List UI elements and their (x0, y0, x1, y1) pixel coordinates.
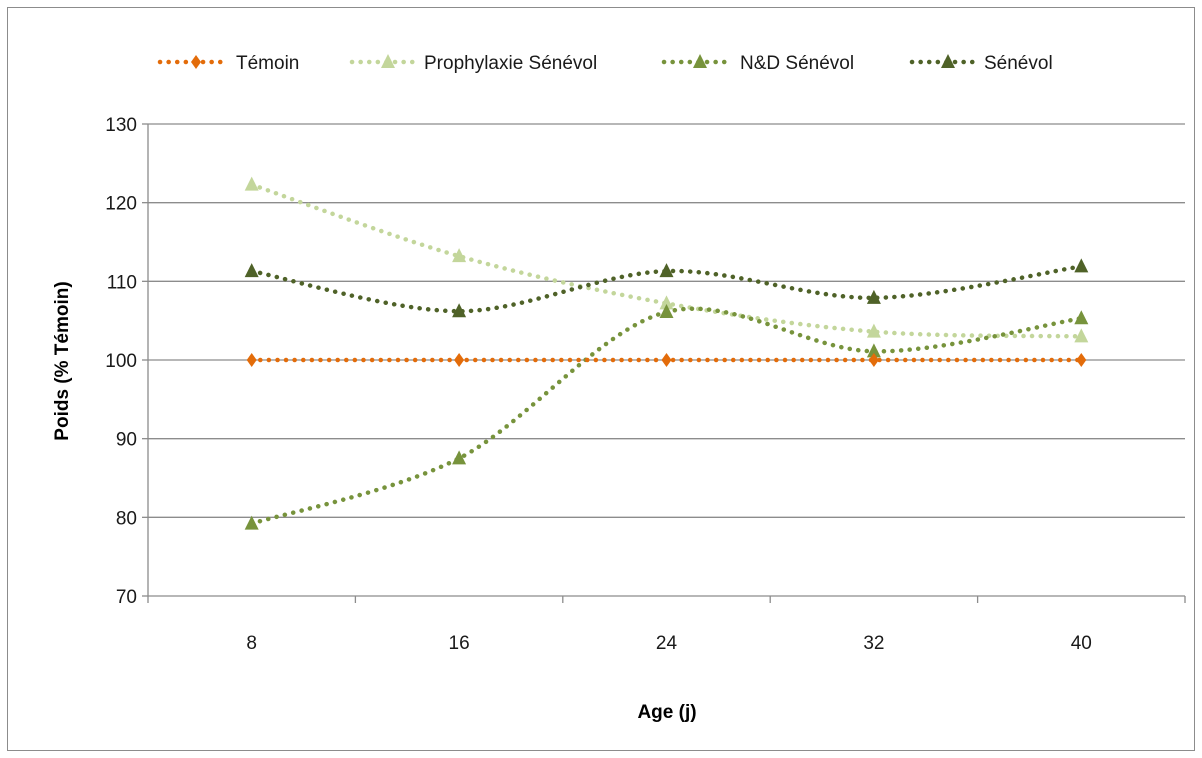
legend-item: Témoin (157, 53, 299, 74)
data-point (866, 343, 881, 358)
series-line (249, 306, 1084, 526)
legend-swatch-marker (693, 54, 707, 68)
gridlines (148, 123, 1185, 518)
data-point (452, 450, 467, 465)
series-Sénévol (244, 258, 1089, 318)
series-Témoin (246, 353, 1087, 367)
data-point (1074, 310, 1089, 325)
series-lines (244, 176, 1089, 530)
legend-swatch-marker (381, 54, 395, 68)
legend-swatch-marker (941, 54, 955, 68)
x-axis-title: Age (j) (637, 702, 696, 723)
legend-swatch-marker (191, 55, 201, 69)
data-point (659, 304, 674, 319)
x-tick-label: 40 (1071, 633, 1092, 654)
x-tick-label: 16 (449, 633, 470, 654)
x-tick-label: 24 (656, 633, 678, 654)
legend-label: Sénévol (984, 53, 1053, 74)
legend-label: Prophylaxie Sénévol (424, 53, 597, 74)
data-point (1076, 353, 1087, 367)
data-point (868, 353, 879, 367)
data-point (866, 289, 881, 304)
y-tick-label: 130 (105, 115, 137, 136)
y-tick-label: 70 (116, 587, 137, 608)
x-tick-label: 32 (863, 633, 884, 654)
series-N&D Sénévol (244, 304, 1089, 530)
x-tick-label: 8 (246, 633, 257, 654)
legend-label: Témoin (236, 53, 299, 74)
data-point (866, 323, 881, 338)
y-tick-label: 80 (116, 508, 137, 529)
data-point (454, 353, 465, 367)
y-tick-label: 120 (105, 194, 137, 215)
legend-item: Prophylaxie Sénévol (349, 53, 597, 74)
y-tick-label: 100 (105, 351, 137, 372)
data-point (244, 263, 259, 278)
chart-frame (7, 7, 1195, 751)
data-point (246, 353, 257, 367)
data-point (244, 176, 259, 191)
legend-item: Sénévol (909, 53, 1053, 74)
data-point (661, 353, 672, 367)
data-point (1074, 258, 1089, 273)
y-axis-title: Poids (% Témoin) (52, 281, 73, 440)
y-tick-label: 90 (116, 430, 137, 451)
axes: 70 80 90 100 110 120 130 8 16 24 32 40 (105, 115, 1186, 654)
data-point (244, 515, 259, 530)
data-point (452, 248, 467, 263)
legend-label: N&D Sénévol (740, 53, 854, 74)
legend-item: N&D Sénévol (661, 53, 854, 74)
y-tick-label: 110 (107, 272, 137, 293)
data-point (452, 303, 467, 318)
data-point (659, 263, 674, 278)
legend: Témoin Prophylaxie Sénévol N&D Sénévol Séné… (157, 53, 1053, 74)
data-point (659, 295, 674, 310)
series-Prophylaxie Sénévol (244, 176, 1089, 343)
data-point (1074, 328, 1089, 343)
